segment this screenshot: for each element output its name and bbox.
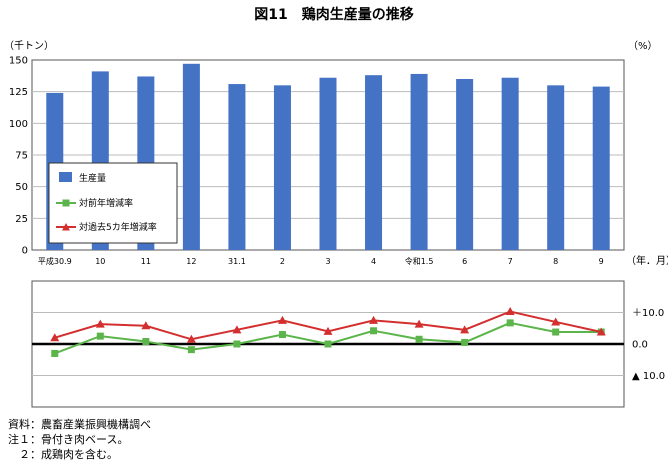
- legend-label-5yr: 対過去5カ年増減率: [79, 221, 157, 233]
- point-yoy: [51, 349, 59, 357]
- x-unit-label: （年．月）: [626, 254, 668, 267]
- bar: [365, 75, 383, 250]
- point-5yr: [95, 319, 105, 328]
- x-tick-label: 11: [141, 257, 151, 266]
- point-5yr: [369, 315, 379, 324]
- right-tick-label: 0.0: [632, 340, 648, 351]
- point-yoy: [461, 338, 469, 346]
- point-yoy: [96, 332, 104, 340]
- x-tick-label: 31.1: [228, 257, 246, 266]
- point-5yr: [186, 334, 196, 343]
- note-2: ２：成鶏肉を含む。: [8, 447, 118, 461]
- x-tick-label: 10: [95, 257, 105, 266]
- point-5yr: [505, 307, 515, 316]
- legend-swatch-production: [59, 172, 72, 182]
- point-5yr: [551, 317, 561, 326]
- point-yoy: [142, 337, 150, 345]
- bar: [228, 84, 246, 250]
- x-tick-label: 3: [325, 257, 330, 266]
- point-5yr: [323, 326, 333, 335]
- x-tick-label: 7: [508, 257, 513, 266]
- x-tick-label: 令和1.5: [405, 256, 434, 266]
- note-1: 注１：骨付き肉ベース。: [8, 432, 128, 446]
- point-yoy: [278, 331, 286, 339]
- bar: [410, 73, 428, 250]
- point-yoy: [370, 327, 378, 335]
- bar: [547, 85, 565, 250]
- x-tick-label: 9: [599, 257, 604, 266]
- legend-marker-yoy: [62, 199, 70, 207]
- x-tick-label: 平成30.9: [38, 256, 72, 266]
- x-tick-label: 12: [186, 257, 196, 266]
- y-tick-label: 25: [15, 214, 28, 225]
- bar: [319, 77, 337, 250]
- left-unit-label: （千トン）: [4, 40, 54, 52]
- x-tick-label: 8: [553, 257, 558, 266]
- bar: [456, 79, 474, 250]
- y-tick-label: 150: [9, 56, 28, 67]
- bar: [501, 77, 519, 250]
- y-tick-label: 0: [22, 246, 28, 257]
- legend-marker-5yr: [62, 223, 70, 231]
- point-yoy: [233, 340, 241, 348]
- x-tick-label: 6: [462, 257, 467, 266]
- right-tick-label: ▲ 10.0: [632, 371, 665, 382]
- bar: [273, 85, 291, 250]
- legend-label-production: 生産量: [79, 172, 106, 184]
- point-yoy: [415, 335, 423, 343]
- x-tick-label: 2: [280, 257, 285, 266]
- point-5yr: [50, 333, 60, 342]
- right-unit-label: （%）: [628, 40, 658, 52]
- right-tick-label: ＋10.0: [632, 308, 664, 319]
- chart-title: 図11 鶏肉生産量の推移: [254, 6, 413, 23]
- bar: [182, 63, 200, 250]
- point-5yr: [460, 325, 470, 334]
- point-yoy: [324, 340, 332, 348]
- x-tick-label: 4: [371, 257, 376, 266]
- legend: 生産量 対前年増減率 対過去5カ年増減率: [48, 162, 178, 244]
- bar: [592, 86, 610, 250]
- point-5yr: [232, 325, 242, 334]
- legend-label-yoy: 対前年増減率: [79, 197, 133, 209]
- point-yoy: [187, 346, 195, 354]
- point-yoy: [506, 319, 514, 327]
- point-5yr: [596, 327, 606, 336]
- y-tick-label: 75: [15, 151, 28, 162]
- source-note: 資料：農畜産業振興機構調べ: [8, 417, 151, 431]
- y-tick-label: 125: [9, 87, 28, 98]
- point-5yr: [141, 321, 151, 330]
- point-yoy: [552, 328, 560, 336]
- point-5yr: [277, 315, 287, 324]
- point-5yr: [414, 319, 424, 328]
- y-tick-label: 50: [15, 182, 28, 193]
- y-tick-label: 100: [9, 119, 28, 130]
